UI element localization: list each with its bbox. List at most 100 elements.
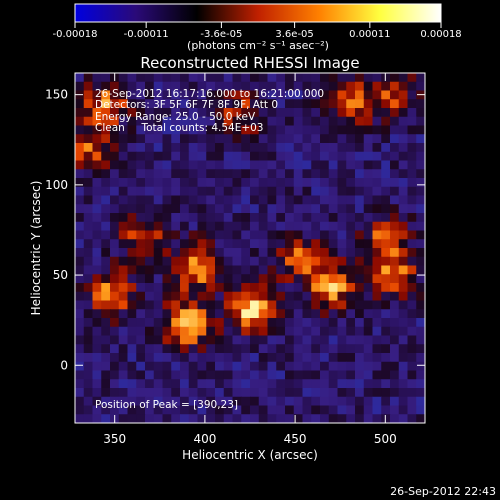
heatmap-cell (188, 405, 199, 415)
heatmap-cell (223, 248, 234, 258)
colorbar-tick-label: -0.00011 (124, 29, 169, 40)
heatmap-cell (337, 361, 347, 372)
heatmap-cell (92, 274, 102, 284)
heatmap-cell (206, 213, 216, 223)
heatmap-cell (372, 204, 382, 214)
heatmap-cell (92, 344, 102, 354)
heatmap-cell (355, 405, 365, 415)
heatmap-cell (206, 134, 216, 144)
heatmap-cell (136, 186, 146, 197)
heatmap-cell (162, 370, 172, 380)
heatmap-cell (407, 213, 417, 223)
heatmap-cell (276, 326, 286, 337)
heatmap-cell (381, 230, 391, 240)
heatmap-cell (127, 300, 137, 310)
heatmap-cell (136, 379, 146, 389)
heatmap-cell (92, 178, 102, 188)
heatmap-cell (416, 309, 425, 319)
heatmap-cell (276, 221, 286, 232)
heatmap-cell (250, 221, 260, 232)
heatmap-cell (372, 134, 382, 144)
heatmap-cell (136, 134, 146, 144)
x-tick-label: 400 (193, 432, 216, 446)
heatmap-cell (232, 274, 242, 284)
heatmap-cell (162, 125, 172, 135)
heatmap-cell (258, 81, 269, 92)
heatmap-cell (92, 108, 102, 118)
heatmap-cell (346, 379, 356, 389)
heatmap-cell (197, 186, 207, 197)
heatmap-cell (215, 291, 225, 302)
heatmap-cell (250, 99, 260, 109)
heatmap-cell (162, 178, 172, 188)
heatmap-cell (232, 361, 242, 372)
heatmap-cell (276, 283, 286, 293)
heatmap-cell (293, 283, 304, 293)
heatmap-cell (162, 221, 172, 232)
heatmap-cell (250, 160, 260, 170)
heatmap-cell (372, 283, 382, 293)
heatmap-cell (215, 248, 225, 258)
heatmap-cell (372, 405, 382, 415)
heatmap-cell (127, 143, 137, 153)
heatmap-cell (267, 274, 277, 284)
heatmap-cell (206, 221, 216, 232)
heatmap-cell (162, 256, 172, 267)
heatmap-cell (398, 274, 409, 284)
heatmap-cell (206, 90, 216, 100)
heatmap-cell (258, 326, 269, 337)
heatmap-cell (153, 204, 164, 214)
heatmap-cell (101, 204, 111, 214)
heatmap-cell (171, 99, 181, 109)
heatmap-cell (407, 300, 417, 310)
heatmap-cell (118, 169, 129, 179)
heatmap-cell (241, 90, 251, 100)
heatmap-cell (407, 309, 417, 319)
heatmap-cell (416, 73, 425, 83)
heatmap-cell (407, 414, 417, 423)
heatmap-cell (416, 274, 425, 284)
heatmap-cell (390, 300, 400, 310)
heatmap-cell (92, 151, 102, 162)
heatmap-cell (267, 204, 277, 214)
heatmap-cell (215, 326, 225, 337)
heatmap-cell (346, 143, 356, 153)
heatmap-cell (83, 151, 94, 162)
heatmap-cell (276, 370, 286, 380)
heatmap-cell (101, 248, 111, 258)
heatmap-cell (276, 379, 286, 389)
heatmap-cell (206, 239, 216, 249)
heatmap-cell (346, 256, 356, 267)
heatmap-cell (215, 309, 225, 319)
heatmap-cell (241, 396, 251, 407)
heatmap-cell (118, 134, 129, 144)
heatmap-cell (145, 239, 155, 249)
heatmap-cell (136, 291, 146, 302)
heatmap-cell (241, 361, 251, 372)
heatmap-cell (215, 300, 225, 310)
heatmap-cell (118, 239, 129, 249)
heatmap-cell (398, 353, 409, 363)
heatmap-cell (285, 213, 295, 223)
heatmap-cell (101, 414, 111, 423)
heatmap-cell (145, 134, 155, 144)
heatmap-cell (162, 160, 172, 170)
heatmap-cell (171, 195, 181, 205)
heatmap-cell (92, 370, 102, 380)
heatmap-cell (267, 186, 277, 197)
heatmap-cell (145, 283, 155, 293)
heatmap-cell (145, 221, 155, 232)
heatmap-cell (75, 353, 85, 363)
heatmap-cell (250, 370, 260, 380)
heatmap-cell (320, 151, 330, 162)
heatmap-cell (363, 195, 374, 205)
heatmap-cell (232, 256, 242, 267)
heatmap-cell (293, 405, 304, 415)
y-axis-label: Heliocentric Y (arcsec) (29, 181, 43, 316)
heatmap-cell (145, 414, 155, 423)
heatmap-cell (250, 134, 260, 144)
x-tick-label: 350 (103, 432, 126, 446)
heatmap-cell (127, 221, 137, 232)
heatmap-cell (145, 388, 155, 398)
heatmap-cell (75, 195, 85, 205)
